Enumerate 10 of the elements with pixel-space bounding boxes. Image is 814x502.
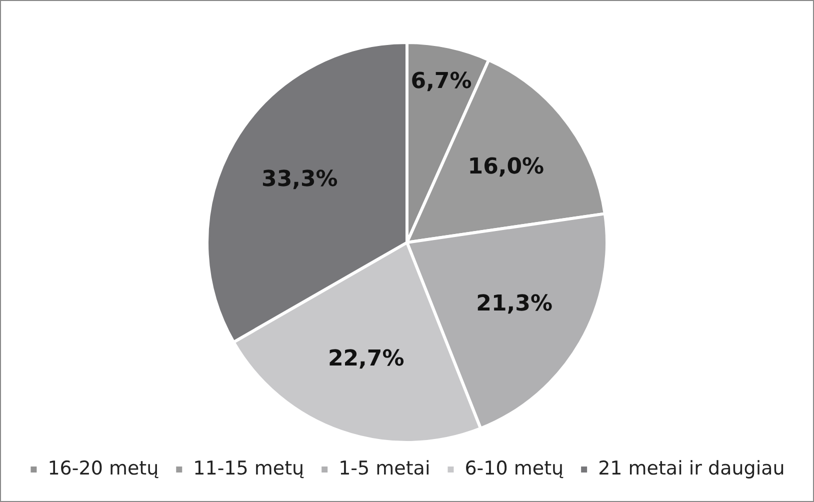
data-label: 22,7% xyxy=(328,346,404,372)
data-label: 21,3% xyxy=(476,291,552,316)
data-label: 33,3% xyxy=(262,167,338,192)
data-label: 16,0% xyxy=(468,154,544,180)
legend-label: 21 metai ir daugiau xyxy=(598,457,785,480)
legend-label: 11-15 metų xyxy=(193,457,304,480)
legend-label: 1-5 metai xyxy=(338,457,430,480)
data-label: 6,7% xyxy=(410,68,472,94)
legend-label: 16-20 metų xyxy=(48,457,159,480)
legend-label: 6-10 metų xyxy=(464,457,564,480)
